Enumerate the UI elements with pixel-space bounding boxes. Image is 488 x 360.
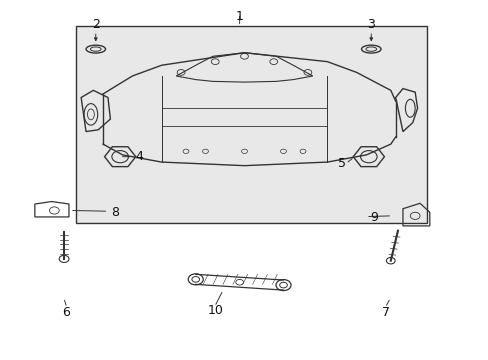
- Text: 3: 3: [366, 18, 374, 31]
- Text: 7: 7: [381, 306, 389, 319]
- Text: 2: 2: [92, 18, 100, 31]
- Text: 5: 5: [337, 157, 346, 170]
- Bar: [76, 26, 427, 223]
- Text: 1: 1: [235, 10, 243, 23]
- Text: 8: 8: [111, 206, 119, 219]
- Text: 6: 6: [62, 306, 70, 319]
- Text: 9: 9: [369, 211, 377, 224]
- Text: 10: 10: [207, 305, 223, 318]
- Text: 4: 4: [136, 150, 143, 163]
